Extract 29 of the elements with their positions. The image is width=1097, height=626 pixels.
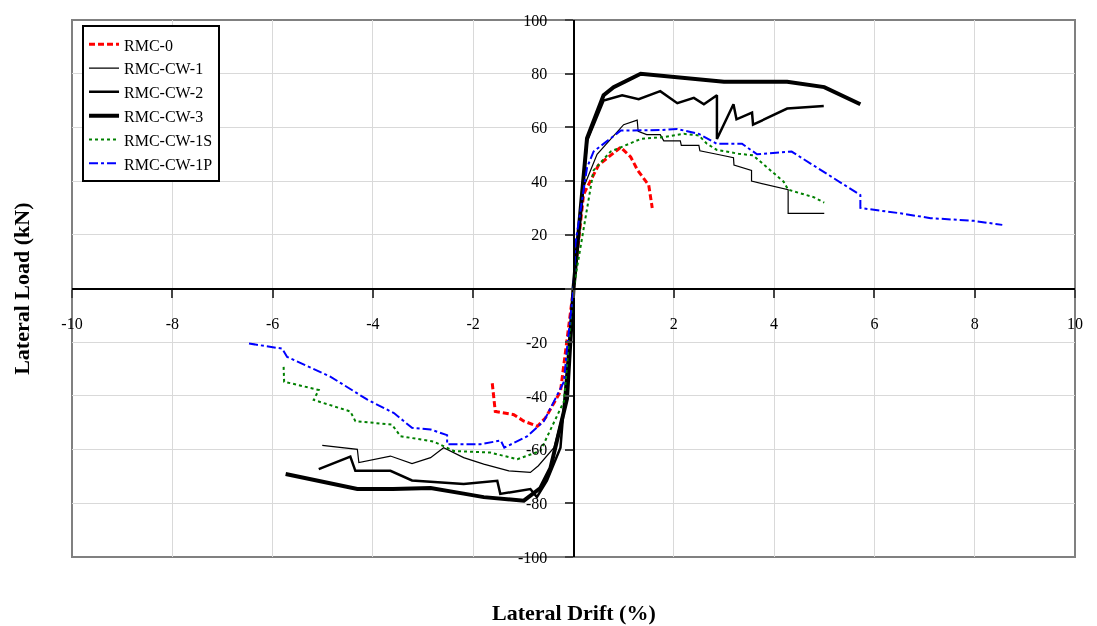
y-tick-label: -80 <box>525 494 548 512</box>
x-tick-label: 6 <box>870 314 879 332</box>
legend-label: RMC-0 <box>124 36 173 54</box>
x-tick-label: 4 <box>770 314 779 332</box>
legend-label: RMC-CW-3 <box>124 107 204 125</box>
x-tick-label: -4 <box>366 314 380 332</box>
legend-label: RMC-CW-1 <box>124 60 204 78</box>
x-tick-label: -10 <box>61 314 83 332</box>
x-axis-title: Lateral Drift (%) <box>492 600 656 625</box>
y-tick-label: -60 <box>525 441 548 459</box>
y-tick-label: 40 <box>531 172 548 190</box>
x-tick-label: -8 <box>165 314 179 332</box>
x-tick-label: -6 <box>265 314 280 332</box>
y-tick-label: 80 <box>531 65 548 83</box>
y-tick-label: -100 <box>517 548 548 566</box>
x-tick-label: 10 <box>1067 314 1083 332</box>
y-tick-label: -20 <box>525 333 548 351</box>
legend-label: RMC-CW-1S <box>124 131 213 149</box>
x-tick-label: -2 <box>466 314 480 332</box>
line-series <box>490 145 654 428</box>
legend-label: RMC-CW-1P <box>124 155 213 173</box>
y-axis-title: Lateral Load (kN) <box>8 202 34 375</box>
x-tick-label: 8 <box>970 314 979 332</box>
y-tick-label: 100 <box>523 11 548 29</box>
x-tick-label: 2 <box>669 314 678 332</box>
legend-label: RMC-CW-2 <box>124 84 204 102</box>
y-tick-label: 60 <box>531 119 548 136</box>
y-tick-label: -40 <box>525 387 548 405</box>
y-tick-label: 20 <box>531 226 548 244</box>
